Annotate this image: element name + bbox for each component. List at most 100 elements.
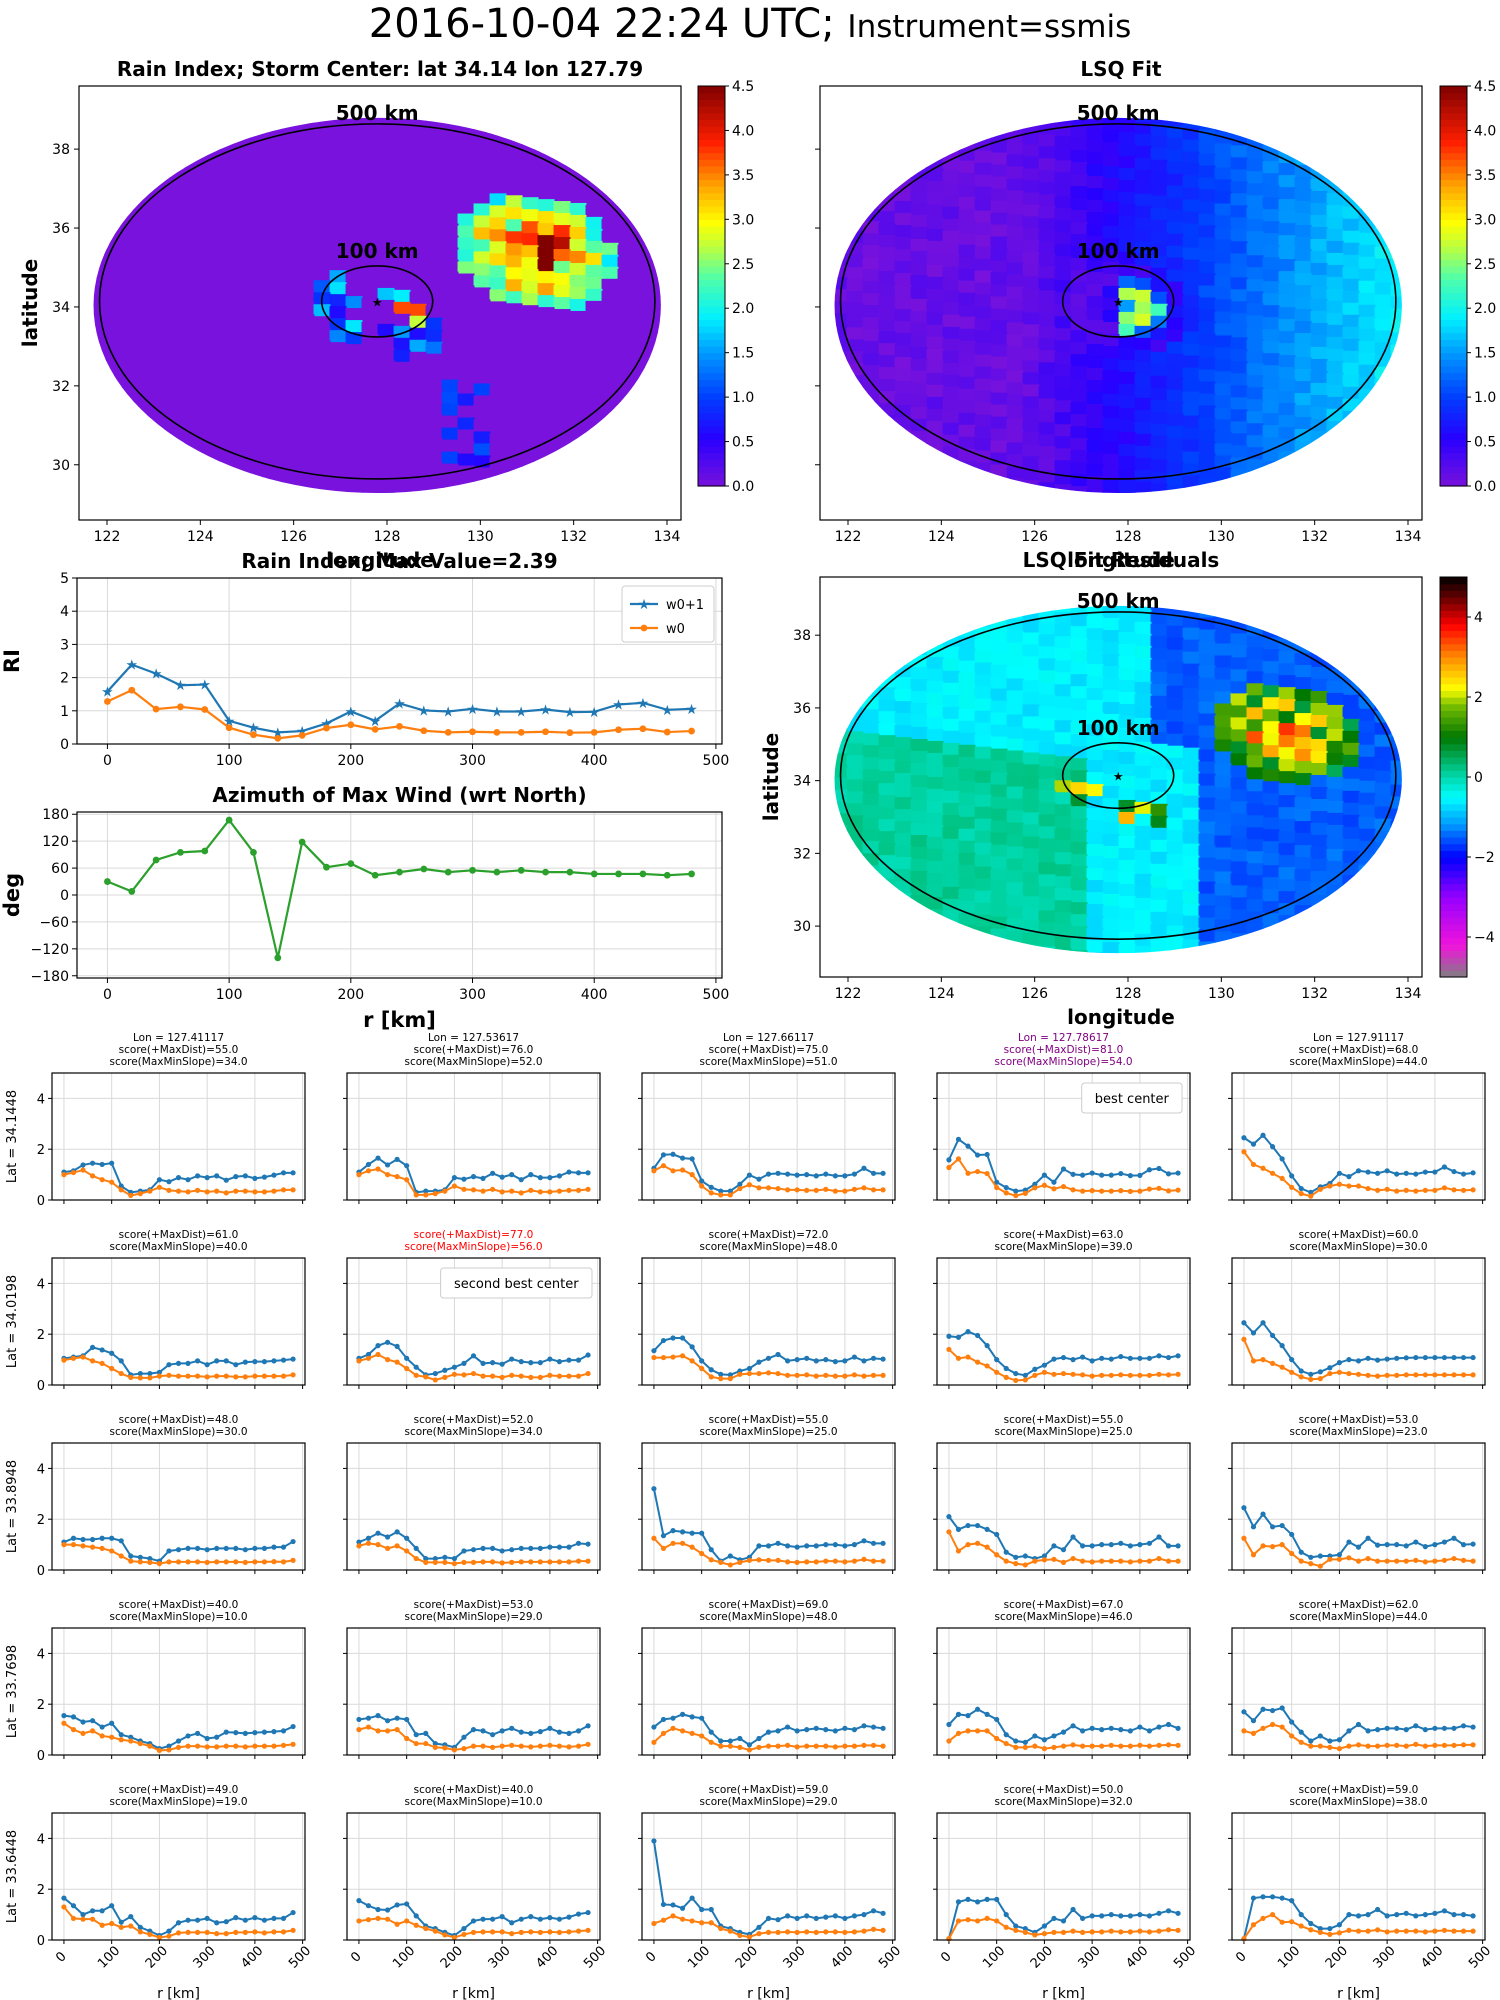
axes-frame [641, 1072, 896, 1201]
map-cell [521, 269, 539, 283]
map-cell [1374, 734, 1392, 748]
x-tick-label: 126 [280, 529, 307, 545]
map-cell [1374, 842, 1392, 856]
map-cell [974, 414, 992, 428]
map-cell [878, 891, 896, 905]
map-cell [1246, 195, 1264, 209]
map-cell [409, 387, 427, 401]
map-cell [1390, 784, 1402, 798]
map-cell [1038, 826, 1056, 840]
map-cell [489, 481, 507, 493]
data-point-w0p1 [384, 1162, 391, 1168]
map-cell [942, 302, 960, 316]
colorbar-tick-label: 0.5 [732, 435, 754, 451]
map-cell [1390, 476, 1402, 490]
map-cell [878, 451, 896, 465]
map-cell [1150, 423, 1168, 437]
map-cell [1006, 618, 1024, 632]
map-cell [281, 444, 299, 458]
map-cell [910, 605, 928, 608]
map-cell [862, 437, 880, 451]
map-cell [834, 313, 848, 327]
map-cell [926, 752, 944, 766]
map-cell [409, 147, 427, 161]
map-cell [1390, 832, 1402, 846]
map-cell [1150, 647, 1168, 661]
map-cell [409, 351, 427, 365]
map-cell [569, 322, 587, 336]
map-cell [153, 249, 171, 263]
data-point-w0 [1374, 1373, 1381, 1379]
colorbar-segment [698, 319, 725, 327]
map-cell [1022, 480, 1040, 493]
map-cell [1198, 369, 1216, 383]
map-cell [361, 297, 379, 311]
map-cell [1294, 261, 1312, 275]
map-cell [1198, 237, 1216, 251]
map-cell [990, 224, 1008, 238]
map-cell [1294, 249, 1312, 263]
panel-score-maxdist: score(+MaxDist)=72.0 [709, 1229, 829, 1241]
colorbar-segment [698, 439, 725, 447]
map-cell [926, 468, 944, 482]
map-cell [1070, 258, 1088, 272]
data-point-w0p1 [1413, 1354, 1419, 1361]
map-cell [473, 263, 491, 277]
map-cell [1006, 654, 1024, 668]
map-cell [1230, 253, 1248, 267]
map-cell [1230, 945, 1248, 954]
map-cell [926, 860, 944, 874]
data-point-w0p1 [80, 1536, 86, 1543]
map-cell [1342, 410, 1360, 424]
map-cell [879, 567, 896, 580]
data-point-w0 [290, 1187, 296, 1193]
map-cell [1022, 240, 1040, 254]
map-cell [894, 749, 912, 763]
data-point-w0 [250, 731, 257, 739]
data-point-w0 [1451, 1372, 1457, 1378]
map-cell [602, 507, 619, 520]
map-cell [1086, 416, 1104, 430]
candidate-panel: score(MaxMinSlope)=56.0score(+MaxDist)=7… [343, 1229, 601, 1389]
map-cell [250, 93, 267, 106]
map-cell [1038, 278, 1056, 292]
map-cell [1278, 723, 1296, 737]
map-cell [585, 324, 603, 338]
map-cell [585, 312, 603, 326]
data-point-w0 [1032, 1185, 1038, 1191]
data-point-w0 [1041, 1182, 1048, 1188]
map-cell [490, 505, 507, 518]
map-cell [233, 354, 251, 368]
map-cell [1262, 817, 1280, 831]
map-cell [879, 91, 896, 104]
ring-label-100km: 100 km [1077, 716, 1160, 740]
map-cell [409, 219, 427, 233]
map-cell [1374, 770, 1392, 784]
map-cell [1102, 225, 1120, 239]
map-cell [1006, 274, 1024, 288]
map-cell [1182, 951, 1200, 954]
map-cell [185, 216, 203, 230]
map-cell [862, 341, 880, 355]
map-cell [649, 380, 661, 394]
map-cell [649, 284, 661, 298]
map-cell [990, 784, 1008, 798]
map-cell [169, 394, 187, 408]
map-cell [153, 441, 171, 455]
map-cell [942, 362, 960, 376]
data-point-w0p1 [870, 1355, 877, 1361]
data-point-w0 [955, 1156, 962, 1162]
map-cell [121, 365, 139, 379]
map-cell [1022, 312, 1040, 326]
map-cell [1407, 739, 1424, 752]
map-cell [1310, 942, 1328, 954]
map-cell [649, 488, 661, 493]
map-cell [846, 423, 864, 437]
map-cell [1102, 654, 1120, 668]
map-cell [537, 391, 555, 405]
map-cell [185, 420, 203, 434]
map-cell [1230, 265, 1248, 279]
map-cell [834, 421, 848, 435]
map-cell [1342, 742, 1360, 756]
